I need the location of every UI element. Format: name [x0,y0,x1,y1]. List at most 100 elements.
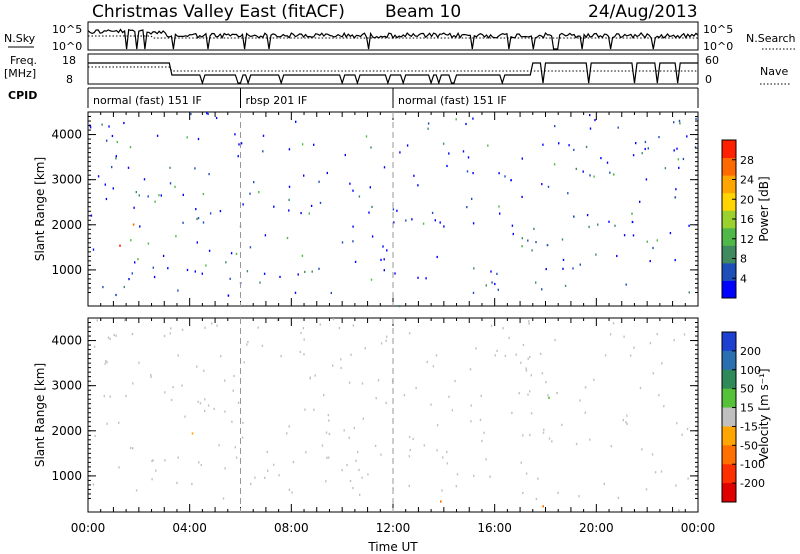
echo-cell [177,456,179,459]
echo-cell [203,369,205,372]
echo-cell [436,424,439,427]
echo-cell [219,210,222,213]
echo-cell [341,469,343,472]
echo-cell [521,245,523,248]
echo-cell [106,139,108,142]
echo-cell [361,382,364,385]
echo-cell [225,261,227,264]
echo-cell [340,358,342,361]
y-tick-label: 2000 [51,424,82,438]
echo-cell [153,275,156,279]
echo-cell [522,343,525,347]
colorbar-tick-label: 200 [740,345,761,358]
echo-cell [529,355,531,359]
echo-cell [365,135,368,138]
echo-cell [346,464,348,467]
echo-cell [679,122,681,125]
echo-cell [649,260,651,263]
echo-cell [483,431,485,434]
echo-cell [617,496,620,499]
echo-cell [579,263,581,266]
echo-cell [348,381,351,384]
echo-cell [511,411,513,414]
echo-cell [288,198,290,201]
echo-cell [647,147,649,150]
freq-tick-high: 18 [62,54,76,67]
colorbar-tick-label: 50 [740,383,754,396]
echo-cell [529,433,531,437]
echo-cell [499,212,501,215]
echo-cell [196,241,198,244]
nave-label: Nave [760,65,788,78]
echo-cell [108,125,110,128]
echo-cell [584,386,587,389]
echo-cell [533,227,535,230]
echo-cell [181,384,183,387]
echo-cell [675,484,677,487]
echo-cell [422,222,425,225]
colorbar-tick-label: 16 [740,213,754,226]
colorbar-segment [722,227,736,246]
x-tick-label: 00:00 [681,521,716,535]
echo-cell [208,173,210,176]
echo-cell [288,185,291,188]
echo-cell [273,463,275,466]
echo-cell [156,134,159,137]
echo-cell [472,222,475,225]
echo-cell [111,166,113,169]
echo-cell [240,142,243,145]
echo-cell [439,221,441,224]
echo-cell [688,224,690,227]
echo-cell [276,319,279,322]
echo-cell [399,151,401,154]
echo-cell [469,368,472,371]
echo-cell [626,422,628,426]
echo-cell [641,448,643,451]
echo-cell [288,488,291,491]
echo-cell [104,362,106,365]
nave-tick-high: 60 [705,54,719,67]
echo-cell [383,258,385,261]
echo-cell [195,208,197,211]
echo-cell [247,340,249,344]
echo-cell [472,291,475,294]
echo-cell [147,242,150,245]
echo-cell [367,473,369,476]
echo-cell [521,237,523,240]
echo-cell [288,148,291,151]
colorbar-segment [722,445,736,465]
echo-cell [688,291,690,294]
echo-cell [471,197,473,200]
echo-cell [663,405,665,408]
echo-cell [498,205,500,208]
echo-cell [527,393,529,396]
echo-cell [649,342,652,345]
echo-cell [383,166,386,169]
echo-cell [182,193,184,196]
echo-cell [674,196,677,199]
echo-cell [497,288,499,291]
echo-cell [408,484,410,487]
echo-cell [199,402,202,405]
echo-cell [385,335,388,338]
echo-cell [204,409,206,412]
echo-cell [475,347,477,350]
echo-cell [645,178,648,181]
echo-cell [396,209,398,212]
echo-cell [133,206,135,209]
echo-cell [512,232,514,236]
echo-cell [644,147,646,151]
echo-cell [529,390,531,393]
echo-cell [246,270,249,273]
echo-cell [352,324,354,327]
echo-cell [386,249,388,252]
echo-cell [430,403,432,406]
echo-cell [597,223,599,226]
echo-cell [294,291,297,294]
echo-cell [343,429,345,432]
echo-cell [385,401,387,404]
echo-cell [682,157,685,161]
nsky-trace [87,28,699,50]
colorbar-segment [722,332,736,352]
echo-cell [301,143,304,146]
